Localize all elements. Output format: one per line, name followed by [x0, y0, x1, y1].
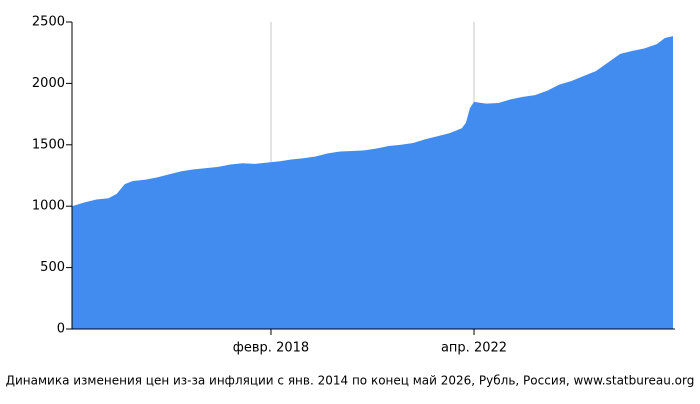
x-tick-label: апр. 2022: [441, 341, 507, 356]
chart-title: Динамика изменения цен из-за инфляции с …: [6, 374, 695, 388]
y-tick-label: 500: [40, 260, 65, 275]
area: [72, 36, 673, 329]
x-tick-label: февр. 2018: [233, 341, 309, 356]
y-tick-label: 1000: [32, 199, 65, 214]
y-tick-label: 2000: [32, 76, 65, 91]
y-tick-label: 1500: [32, 137, 65, 152]
y-tick-label: 2500: [32, 15, 65, 30]
y-tick-label: 0: [57, 322, 65, 337]
